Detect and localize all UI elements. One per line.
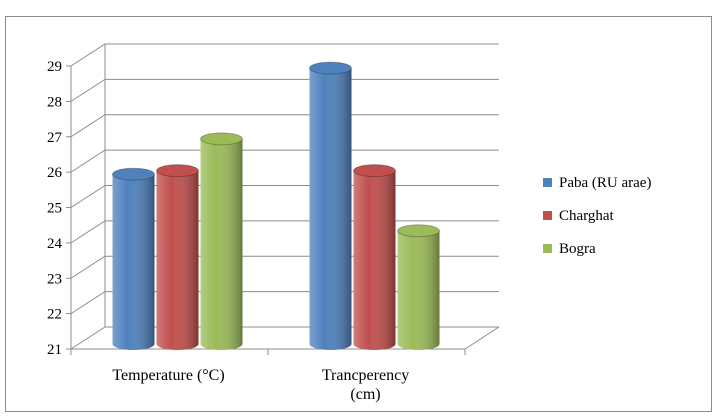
legend-label: Charghat (559, 208, 615, 224)
y-tick-label: 28 (47, 94, 62, 110)
bar-paba-ru-arae-1 (112, 167, 155, 350)
legend-entry: Bogra (543, 241, 596, 257)
bar-top (200, 132, 243, 146)
bar-bogra-2 (397, 224, 440, 350)
gridline (70, 43, 499, 67)
y-tick-label: 22 (47, 307, 62, 323)
legend: Paba (RU arae) Charghat Bogra (543, 175, 651, 257)
y-tick-label: 25 (47, 201, 62, 217)
bar-shading (309, 68, 352, 350)
legend-entry: Charghat (543, 208, 615, 224)
bar-charghat-1 (156, 164, 199, 350)
y-tick-label: 24 (47, 236, 63, 252)
legend-label: Paba (RU arae) (559, 175, 651, 191)
legend-label: Bogra (559, 241, 596, 257)
y-tick-label: 26 (47, 165, 63, 181)
y-tick-label: 29 (47, 59, 62, 75)
bar-shading (200, 138, 243, 350)
bar-shading (397, 230, 440, 350)
bar-shading (112, 174, 155, 350)
bar-paba-ru-arae-2 (309, 61, 352, 350)
x-axis-categories: Temperature (°C) Trancperency (cm) (112, 367, 409, 403)
gridline (70, 114, 499, 138)
bar-shading (156, 170, 199, 350)
y-axis-ticks: 21 22 23 24 25 26 27 28 29 (47, 59, 71, 358)
legend-swatch (543, 178, 552, 187)
y-tick-label: 21 (47, 342, 62, 358)
bar-top (353, 164, 396, 178)
bar-top (112, 167, 155, 181)
gridline (70, 78, 499, 102)
legend-swatch (543, 211, 552, 220)
x-category-label: Trancperency (cm) (322, 367, 409, 403)
bars (112, 61, 440, 350)
bar-top (397, 224, 440, 238)
bar-charghat-2 (353, 164, 396, 350)
bar-bogra-1 (200, 132, 243, 350)
legend-entry: Paba (RU arae) (543, 175, 651, 191)
legend-swatch (543, 244, 552, 253)
x-category-label: Temperature (°C) (112, 367, 224, 384)
bar-top (309, 61, 352, 75)
bar-top (156, 164, 199, 178)
y-tick-label: 27 (47, 130, 63, 146)
y-tick-label: 23 (47, 271, 62, 287)
bar-shading (353, 170, 396, 350)
